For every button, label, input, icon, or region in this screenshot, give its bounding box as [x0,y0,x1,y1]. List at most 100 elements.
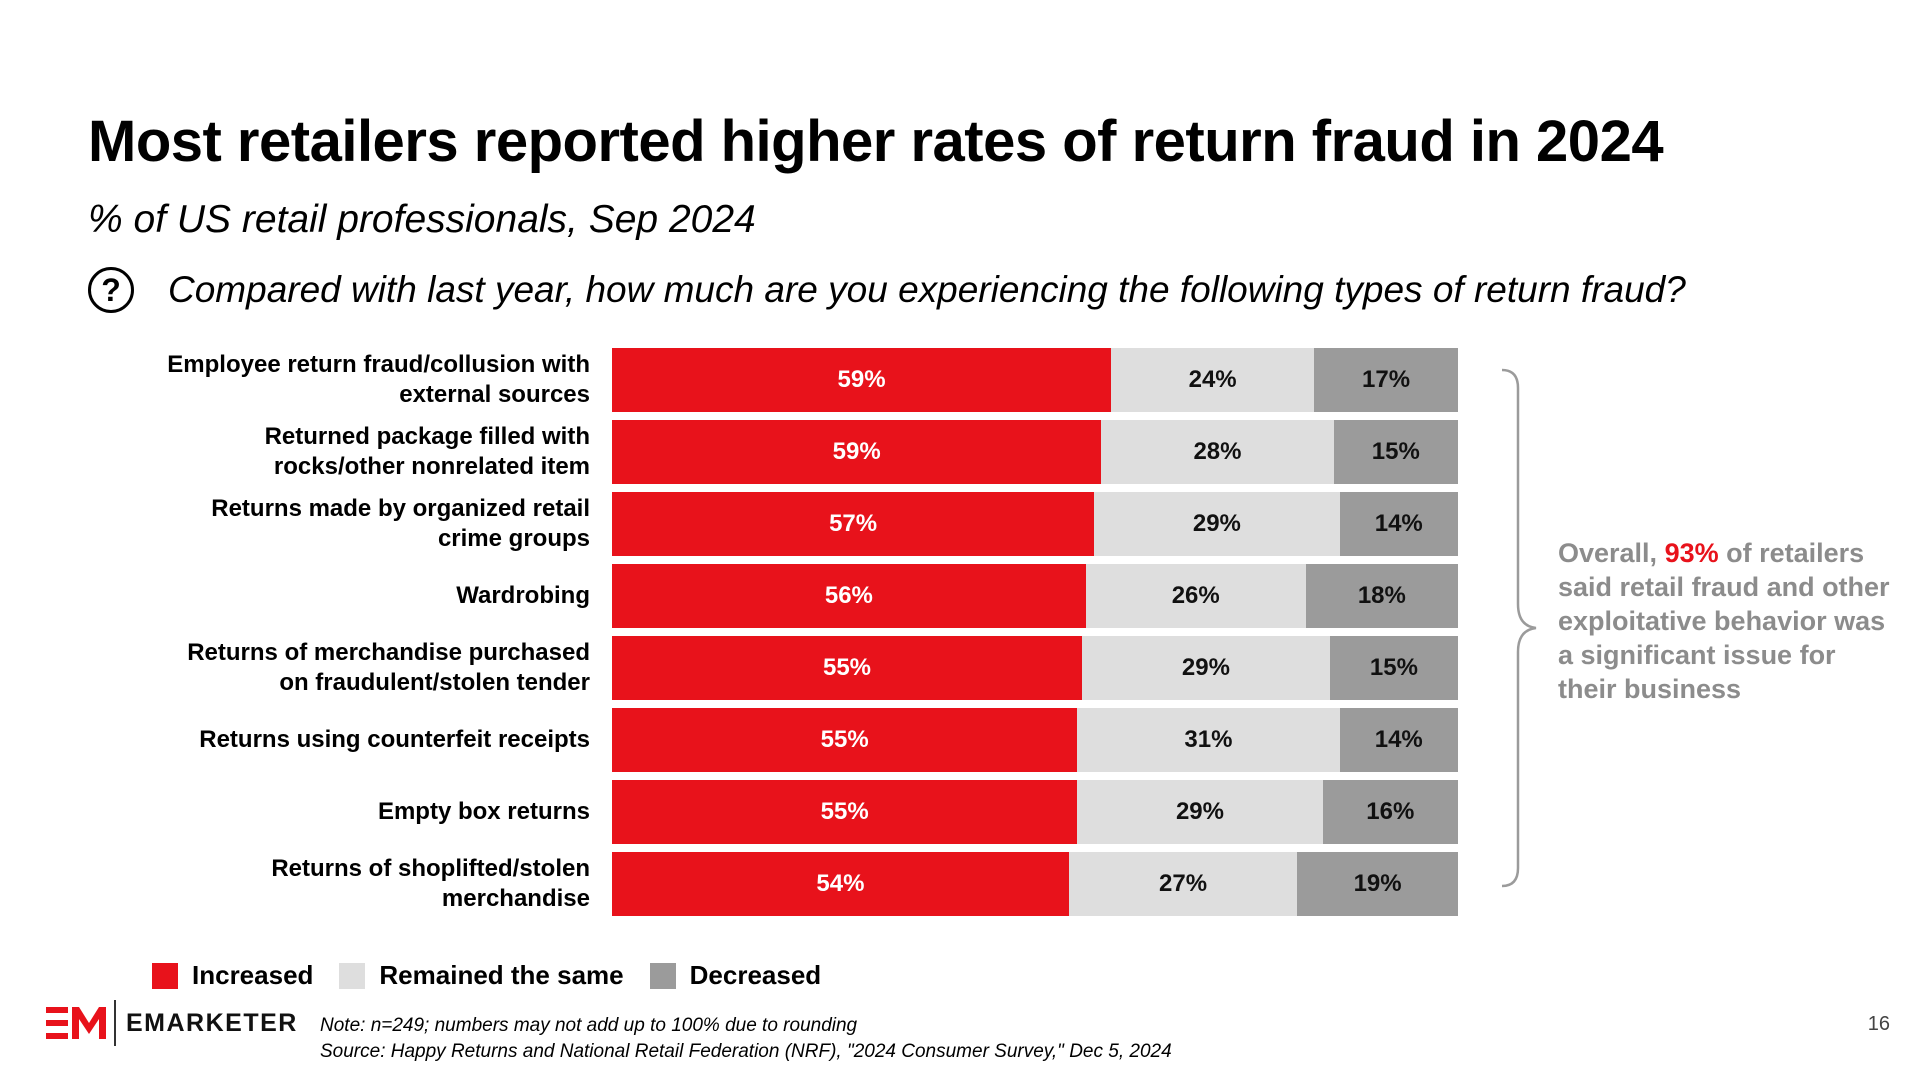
bar-row: 55% 29% 15% [612,636,1458,700]
data-label: 55% [822,654,872,681]
legend-label: Decreased [689,960,822,990]
data-label: 29% [1181,654,1230,681]
data-label: 14% [1374,726,1423,753]
bar-row: 56% 26% 18% [612,564,1458,628]
legend-item-increased: Increased [152,960,313,991]
bar-segment-decreased: 15% [1333,420,1458,484]
data-label: 17% [1362,366,1411,393]
category-label: Returns using counterfeit receipts [70,725,590,755]
legend-item-decreased: Decreased [649,960,822,991]
legend-label: Remained the same [379,960,624,990]
question-circle-icon: ? [88,267,134,313]
data-label: 19% [1353,870,1402,897]
callout-suffix: of retailers said retail fraud and other… [1558,538,1890,704]
data-label: 15% [1371,438,1420,465]
data-label: 31% [1184,726,1233,753]
page-number: 16 [1867,1013,1890,1035]
bar-segment-same: 29% [1094,492,1340,556]
bar-segment-increased: 57% [612,492,1095,556]
bar-segment-decreased: 15% [1329,636,1458,700]
bar-segment-decreased: 14% [1339,708,1458,772]
source-text: Source: Happy Returns and National Retai… [320,1041,1172,1062]
data-label: 57% [829,510,878,537]
legend-swatch [152,962,178,989]
data-label: 26% [1171,582,1220,609]
question-text: Compared with last year, how much are yo… [168,269,1686,310]
callout-highlight: 93% [1664,538,1719,568]
bar-segment-decreased: 16% [1322,780,1458,844]
bar-segment-increased: 54% [612,852,1069,916]
bar-segment-increased: 59% [612,348,1112,412]
category-label-line: Returned package filled with [264,423,590,450]
bar-segment-same: 24% [1111,348,1315,412]
emarketer-logo: EMARKETER [46,1000,298,1046]
bar-segment-increased: 59% [612,420,1102,484]
survey-question: ? Compared with last year, how much are … [88,265,1686,315]
bar-segment-same: 31% [1077,708,1340,772]
bar-segment-increased: 55% [612,780,1078,844]
curly-brace-icon [1501,368,1537,888]
category-label: Employee return fraud/collusion with exte… [70,350,590,410]
bar-segment-increased: 56% [612,564,1086,628]
data-label: 55% [820,726,869,753]
data-label: 29% [1192,510,1241,537]
data-label: 16% [1366,798,1415,825]
data-label: 15% [1369,654,1418,681]
chart-legend: Increased Remained the same Decreased [152,960,847,991]
data-label: 29% [1175,798,1224,825]
logo-divider [114,1000,116,1046]
bar-row: 57% 29% 14% [612,492,1458,556]
category-label-line: Empty box returns [377,798,590,825]
note-text: Note: n=249; numbers may not add up to 1… [320,1015,858,1036]
em-logo-icon [46,1007,106,1039]
bar-segment-same: 29% [1077,780,1323,844]
callout-text: Overall, 93% of retailers said retail fr… [1558,536,1898,706]
category-label: Returned package filled with rocks/other … [70,422,590,482]
category-label-line: Returns of merchandise purchased [187,639,590,666]
legend-label: Increased [192,960,314,990]
data-label: 56% [824,582,873,609]
data-label: 55% [820,798,869,825]
category-label: Returns made by organized retail crime gr… [70,494,590,554]
category-label-line: external sources [399,381,590,408]
category-label-line: on fraudulent/stolen tender [279,669,590,696]
bar-row: 59% 28% 15% [612,420,1458,484]
bar-segment-increased: 55% [612,636,1082,700]
brand-name: EMARKETER [126,1008,298,1037]
chart-subtitle: % of US retail professionals, Sep 2024 [88,198,756,241]
category-label-line: Employee return fraud/collusion with [167,351,590,378]
legend-item-same: Remained the same [339,960,624,991]
category-label-line: Returns using counterfeit receipts [199,726,590,753]
category-label-line: Returns made by organized retail [211,495,590,522]
bar-segment-increased: 55% [612,708,1078,772]
category-label: Wardrobing [70,581,590,611]
legend-swatch [649,962,676,989]
category-label-line: Wardrobing [456,582,590,609]
bar-segment-same: 27% [1068,852,1298,916]
category-label: Returns of shoplifted/stolen merchandise [70,854,590,914]
data-label: 28% [1193,438,1242,465]
data-label: 18% [1357,582,1406,609]
category-label-line: merchandise [441,885,590,912]
bar-row: 54% 27% 19% [612,852,1458,916]
data-label: 59% [832,438,881,465]
data-label: 54% [816,870,865,897]
data-label: 59% [837,366,886,393]
bar-segment-decreased: 17% [1314,348,1458,412]
callout-prefix: Overall, [1558,538,1665,568]
category-label: Empty box returns [70,797,590,827]
bar-segment-decreased: 18% [1305,564,1458,628]
bar-segment-same: 29% [1082,636,1330,700]
footnote: Note: n=249; numbers may not add up to 1… [320,1013,1172,1065]
bar-row: 55% 29% 16% [612,780,1458,844]
chart-title: Most retailers reported higher rates of … [88,109,1664,174]
bar-segment-same: 26% [1085,564,1306,628]
legend-swatch [339,962,366,989]
data-label: 14% [1374,510,1423,537]
category-label-line: rocks/other nonrelated item [273,453,590,480]
category-label-line: crime groups [437,525,590,552]
category-label: Returns of merchandise purchased on fraud… [70,638,590,698]
data-label: 27% [1159,870,1208,897]
bar-segment-decreased: 14% [1339,492,1458,556]
bar-row: 59% 24% 17% [612,348,1458,412]
